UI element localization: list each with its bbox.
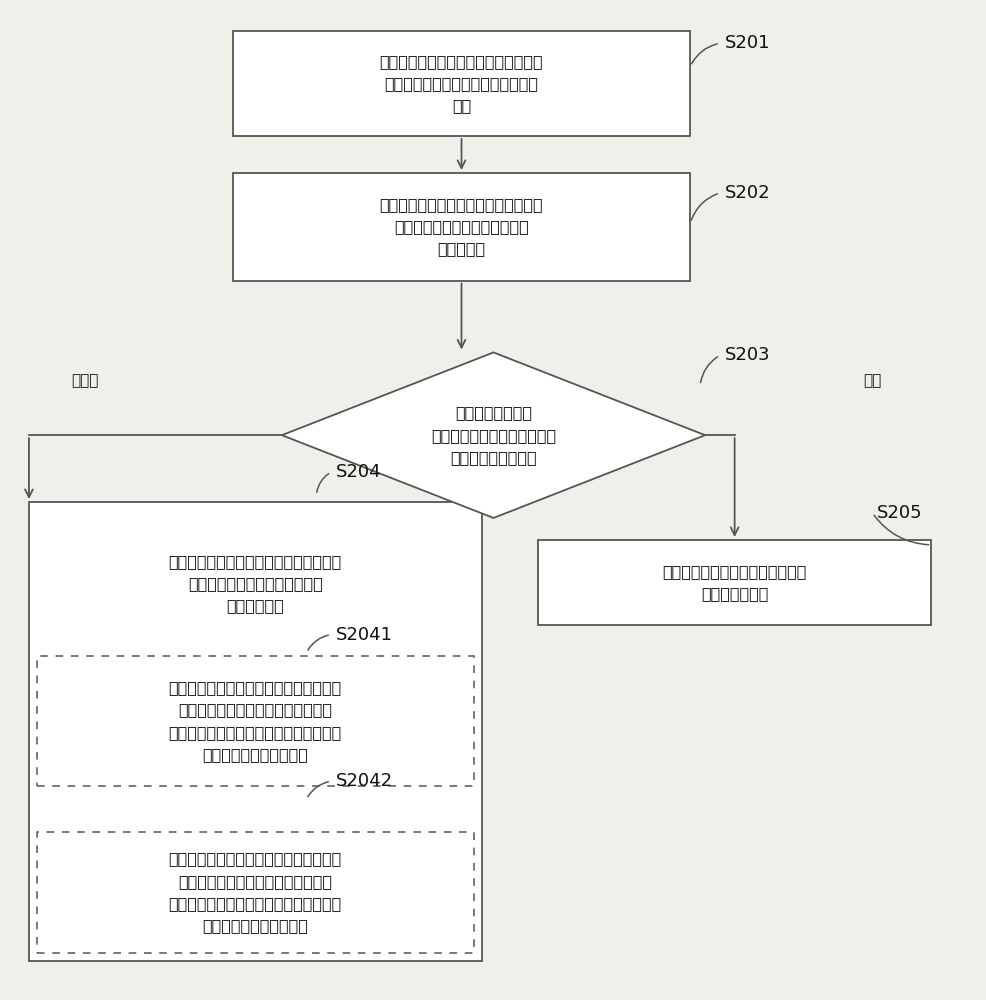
Text: 将所述音频播放设备固件发送至所述音频
播放设备以对所述音频播放设备
进行固件更新: 将所述音频播放设备固件发送至所述音频 播放设备以对所述音频播放设备 进行固件更新 [169, 554, 341, 613]
Text: S204: S204 [335, 463, 382, 481]
Bar [36, 656, 473, 786]
Text: 当升级后的应用程序首次连接音频播放
设备时，获取所述音频播放设备
的版本信息: 当升级后的应用程序首次连接音频播放 设备时，获取所述音频播放设备 的版本信息 [380, 197, 542, 256]
Text: 当所述应用程序的版本高于所述音频播放
设备的版本时，将所述音频播放设备
固件发送至所述音频播放设备以对所述音
频播放设备进行固件升级: 当所述应用程序的版本高于所述音频播放 设备的版本时，将所述音频播放设备 固件发送… [169, 680, 341, 762]
Bar [537, 540, 931, 625]
Text: 通过所述应用程序控制所述音频播
放设备进行工作: 通过所述应用程序控制所述音频播 放设备进行工作 [662, 564, 806, 601]
Bar [233, 31, 689, 136]
Text: S2041: S2041 [335, 626, 392, 644]
Text: 当检测到应用程序升级时，下载与所述
应用程序版本相匹配的音频播放设备
固件: 当检测到应用程序升级时，下载与所述 应用程序版本相匹配的音频播放设备 固件 [380, 54, 542, 113]
Text: 不匹配: 不匹配 [71, 373, 99, 388]
Text: S202: S202 [724, 184, 770, 202]
Text: S201: S201 [724, 34, 769, 52]
Text: S203: S203 [724, 346, 770, 364]
Text: 当所述应用程序的版本低于所述音频播放
设备的版本时，将所述音频播放设备
固件发送至所述音频播放设备以对所述音
频播放设备进行固件降级: 当所述应用程序的版本低于所述音频播放 设备的版本时，将所述音频播放设备 固件发送… [169, 852, 341, 933]
Polygon shape [282, 352, 704, 518]
Text: 匹配: 匹配 [863, 373, 880, 388]
Text: S2042: S2042 [335, 772, 392, 790]
Text: S205: S205 [877, 504, 922, 522]
Bar [36, 832, 473, 953]
Bar [29, 502, 481, 961]
Bar [233, 173, 689, 281]
Text: 将所述应用程序的
版本信息与所述音频播放设备
的版本信息进行匹配: 将所述应用程序的 版本信息与所述音频播放设备 的版本信息进行匹配 [431, 405, 555, 465]
